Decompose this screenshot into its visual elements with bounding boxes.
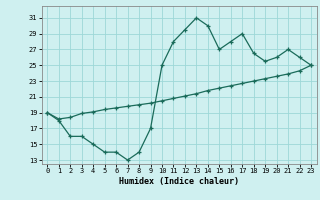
X-axis label: Humidex (Indice chaleur): Humidex (Indice chaleur): [119, 177, 239, 186]
